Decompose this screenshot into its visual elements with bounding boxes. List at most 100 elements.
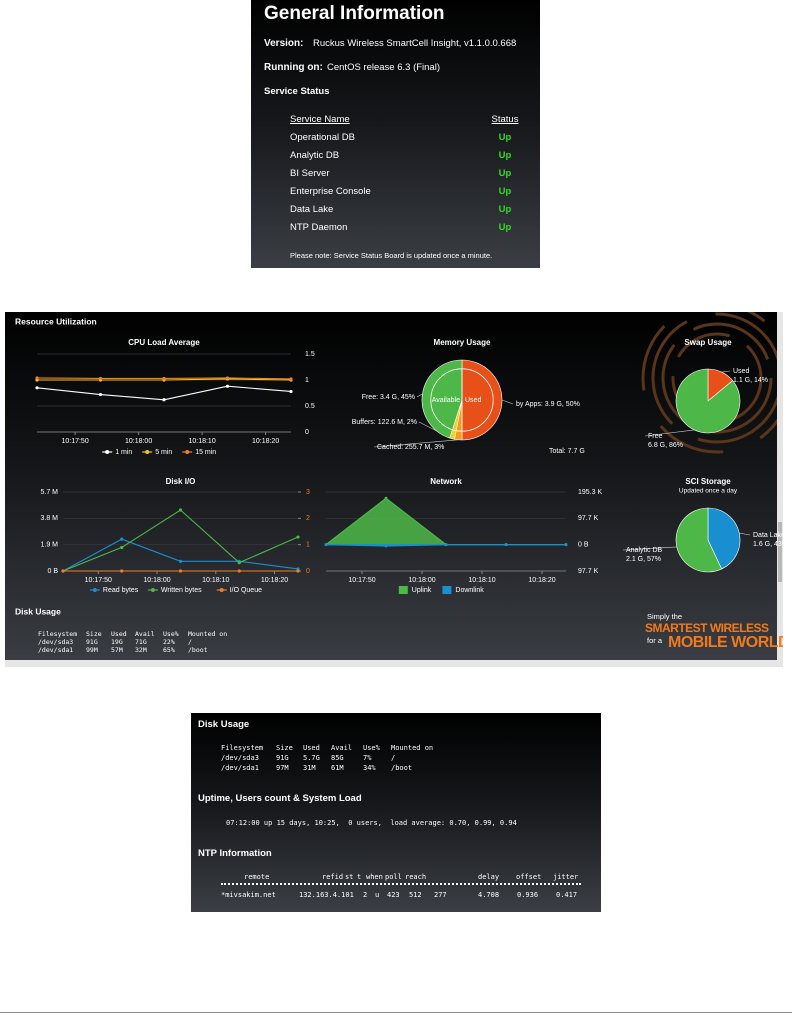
general-information-panel: General Information Version: Ruckus Wirele… bbox=[251, 0, 540, 268]
cell: 65% bbox=[163, 646, 175, 654]
cell: / bbox=[391, 754, 396, 762]
y-tick-label: 0 bbox=[305, 429, 309, 436]
slice-name: Data Lake bbox=[753, 532, 783, 539]
cell: 5.7G bbox=[303, 754, 320, 762]
cell: 19G bbox=[111, 638, 123, 646]
version: Ruckus Wireless SmartCell Insight, v1.1.… bbox=[313, 38, 517, 49]
service-name: NTP Daemon bbox=[290, 222, 348, 233]
column-header: Used bbox=[111, 630, 127, 638]
chart-title: Network bbox=[430, 477, 462, 486]
horizontal-scrollbar[interactable] bbox=[5, 660, 783, 667]
point bbox=[120, 545, 124, 550]
cell: 512 bbox=[409, 891, 422, 899]
resource-utilization-panel: Resource Utilization 0 0.5 1 1.5 10:17:50 10:1… bbox=[5, 312, 783, 667]
x-tick-label: 10:18:10 bbox=[468, 577, 495, 584]
slice-value-label: 6.8 G, 86% bbox=[648, 442, 683, 449]
point bbox=[35, 386, 39, 390]
cell: 61M bbox=[331, 764, 344, 772]
slice-name: Used bbox=[733, 368, 749, 375]
chart-title: SCI Storage bbox=[685, 477, 731, 486]
running: CentOS release 6.3 (Final) bbox=[327, 62, 440, 73]
cell: 85G bbox=[331, 754, 344, 762]
series-area bbox=[324, 497, 566, 546]
section-title: Service Status bbox=[264, 86, 330, 97]
legend-swatch bbox=[442, 586, 452, 594]
inner-ring bbox=[430, 368, 494, 432]
section-title: Uptime, Users count & System Load bbox=[198, 793, 362, 804]
brand-text: for a bbox=[647, 636, 663, 645]
cell: 97M bbox=[276, 764, 289, 772]
running-label: Running on: bbox=[264, 62, 323, 73]
column-header: Size bbox=[276, 744, 293, 752]
vertical-scrollbar[interactable] bbox=[777, 312, 783, 660]
slice-value-label: 2.1 G, 57% bbox=[626, 556, 661, 563]
pie-slice bbox=[707, 507, 741, 570]
scrollbar-thumb[interactable] bbox=[778, 522, 782, 582]
point bbox=[61, 569, 65, 573]
service-name: Analytic DB bbox=[290, 150, 340, 161]
point bbox=[98, 376, 103, 381]
y2-tick-label: 1 bbox=[306, 542, 310, 549]
column-header: Status bbox=[491, 114, 519, 125]
chart-title: Disk I/O bbox=[166, 477, 196, 486]
column-header: jitter bbox=[553, 873, 579, 881]
cell: 91G bbox=[86, 638, 98, 646]
legend-dot bbox=[92, 588, 97, 592]
point bbox=[296, 535, 300, 539]
system-details-panel: Disk Usage Filesystem Size Used Avail Use% Mou… bbox=[191, 713, 601, 912]
x-tick-label: 10:18:00 bbox=[408, 577, 435, 584]
point bbox=[178, 559, 183, 563]
x-tick-label: 10:18:20 bbox=[252, 438, 279, 445]
leader-line bbox=[416, 393, 423, 398]
cell: 57M bbox=[111, 646, 123, 654]
cell: /dev/sda1 bbox=[221, 764, 259, 772]
section-title: Disk Usage bbox=[198, 719, 250, 730]
decor-arc bbox=[641, 312, 783, 454]
cell: 0.936 bbox=[517, 891, 539, 899]
resource-charts: Resource Utilization 0 0.5 1 1.5 10:17:50 10:1… bbox=[5, 312, 783, 667]
column-header: delay bbox=[478, 873, 500, 881]
cell: u bbox=[375, 891, 380, 899]
column-header: Used bbox=[303, 744, 320, 752]
y-tick-label: 97.7 K bbox=[578, 515, 599, 522]
column-header: Avail bbox=[331, 744, 353, 752]
point bbox=[162, 398, 166, 402]
point bbox=[324, 543, 328, 547]
cell: 22% bbox=[163, 638, 175, 646]
column-header: poll bbox=[385, 873, 402, 881]
x-tick-label: 10:18:20 bbox=[528, 577, 555, 584]
point bbox=[120, 569, 124, 573]
y-tick-label: 5.7 M bbox=[40, 489, 58, 496]
cell: /boot bbox=[188, 646, 208, 654]
inner-label: Used bbox=[465, 397, 481, 404]
x-tick-label: 10:17:50 bbox=[61, 438, 88, 445]
inner-label: Available bbox=[432, 397, 460, 404]
legend-label: Downlink bbox=[455, 587, 484, 594]
cell: 91G bbox=[276, 754, 289, 762]
y-tick-label: 3.8 M bbox=[40, 515, 58, 522]
column-header: Mounted on bbox=[188, 630, 227, 638]
section-title: Disk Usage bbox=[15, 606, 61, 616]
cell: / bbox=[188, 638, 192, 646]
x-tick-label: 10:18:00 bbox=[125, 438, 152, 445]
chart-title: Memory Usage bbox=[434, 338, 491, 347]
cell: /dev/sda3 bbox=[221, 754, 259, 762]
service-status: Up bbox=[498, 222, 512, 233]
service-name: Data Lake bbox=[290, 204, 334, 215]
cell: 71G bbox=[135, 638, 147, 646]
slice-value-label: 1.6 G, 43% bbox=[753, 541, 783, 548]
cell: 2 bbox=[363, 891, 368, 899]
brand-text: Simply the bbox=[647, 612, 682, 621]
point bbox=[162, 376, 166, 381]
separator bbox=[221, 883, 581, 885]
cell: *mivsakim.net bbox=[221, 891, 276, 899]
slice-value-label: 1.1 G, 14% bbox=[733, 377, 768, 384]
y2-tick-label: 3 bbox=[306, 489, 310, 496]
column-header: Use% bbox=[163, 630, 179, 638]
column-header: Filesystem bbox=[38, 630, 77, 638]
series-line bbox=[36, 385, 292, 401]
column-header: offset bbox=[516, 873, 542, 881]
y-tick-label: 195.3 K bbox=[578, 489, 602, 496]
point bbox=[564, 543, 568, 547]
